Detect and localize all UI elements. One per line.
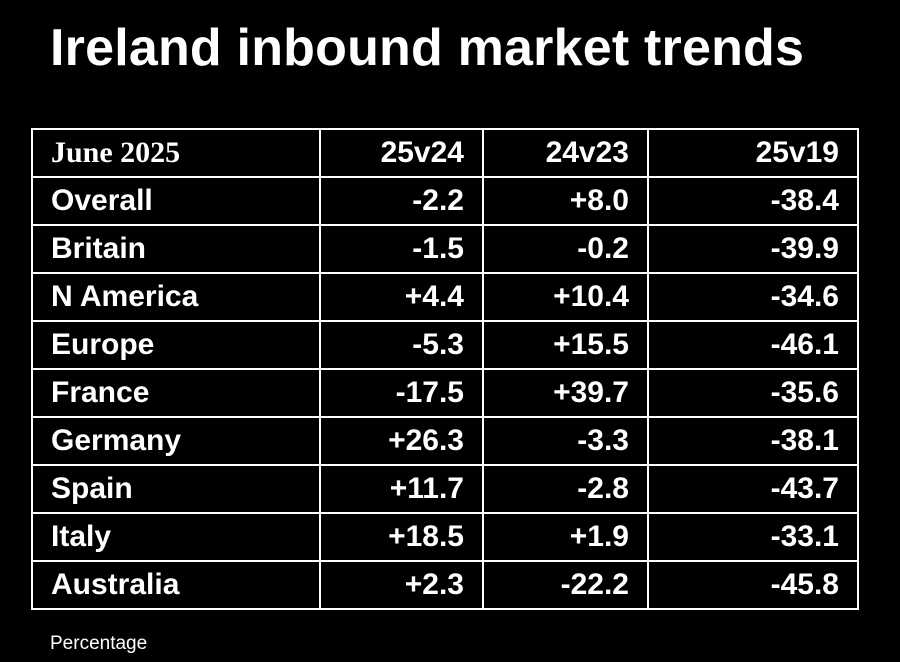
value-cell: +26.3 — [319, 416, 484, 466]
row-label: Overall — [31, 176, 321, 226]
value-cell: +1.9 — [482, 512, 649, 562]
value-cell: -38.4 — [647, 176, 859, 226]
table-row: Australia +2.3 -22.2 -45.8 — [31, 560, 859, 610]
column-header-25v19: 25v19 — [647, 128, 859, 178]
value-cell: -2.2 — [319, 176, 484, 226]
table-row: Spain +11.7 -2.8 -43.7 — [31, 464, 859, 514]
market-trends-table: June 2025 25v24 24v23 25v19 Overall -2.2 +… — [31, 128, 859, 610]
row-label: France — [31, 368, 321, 418]
value-cell: -2.8 — [482, 464, 649, 514]
value-cell: -34.6 — [647, 272, 859, 322]
value-cell: -35.6 — [647, 368, 859, 418]
table-row: Germany +26.3 -3.3 -38.1 — [31, 416, 859, 466]
table-header-row: June 2025 25v24 24v23 25v19 — [31, 128, 859, 178]
value-cell: +11.7 — [319, 464, 484, 514]
value-cell: -33.1 — [647, 512, 859, 562]
value-cell: -1.5 — [319, 224, 484, 274]
table-row: Britain -1.5 -0.2 -39.9 — [31, 224, 859, 274]
value-cell: -5.3 — [319, 320, 484, 370]
table-row: Europe -5.3 +15.5 -46.1 — [31, 320, 859, 370]
table-row: Overall -2.2 +8.0 -38.4 — [31, 176, 859, 226]
column-header-25v24: 25v24 — [319, 128, 484, 178]
period-header: June 2025 — [31, 128, 321, 178]
value-cell: +4.4 — [319, 272, 484, 322]
value-cell: +10.4 — [482, 272, 649, 322]
row-label: Italy — [31, 512, 321, 562]
value-cell: +39.7 — [482, 368, 649, 418]
value-cell: -39.9 — [647, 224, 859, 274]
table-body: Overall -2.2 +8.0 -38.4 Britain -1.5 -0.2 -39.9… — [31, 176, 859, 610]
value-cell: -45.8 — [647, 560, 859, 610]
value-cell: -3.3 — [482, 416, 649, 466]
value-cell: -22.2 — [482, 560, 649, 610]
table-row: France -17.5 +39.7 -35.6 — [31, 368, 859, 418]
value-cell: -43.7 — [647, 464, 859, 514]
row-label: Germany — [31, 416, 321, 466]
row-label: N America — [31, 272, 321, 322]
row-label: Australia — [31, 560, 321, 610]
row-label: Europe — [31, 320, 321, 370]
value-cell: -46.1 — [647, 320, 859, 370]
table-row: Italy +18.5 +1.9 -33.1 — [31, 512, 859, 562]
value-cell: +18.5 — [319, 512, 484, 562]
table-row: N America +4.4 +10.4 -34.6 — [31, 272, 859, 322]
column-header-24v23: 24v23 — [482, 128, 649, 178]
row-label: Spain — [31, 464, 321, 514]
page-title: Ireland inbound market trends — [50, 19, 805, 77]
value-cell: -0.2 — [482, 224, 649, 274]
value-cell: +15.5 — [482, 320, 649, 370]
value-cell: -17.5 — [319, 368, 484, 418]
value-cell: -38.1 — [647, 416, 859, 466]
value-cell: +2.3 — [319, 560, 484, 610]
row-label: Britain — [31, 224, 321, 274]
value-cell: +8.0 — [482, 176, 649, 226]
unit-footnote: Percentage — [50, 633, 148, 654]
